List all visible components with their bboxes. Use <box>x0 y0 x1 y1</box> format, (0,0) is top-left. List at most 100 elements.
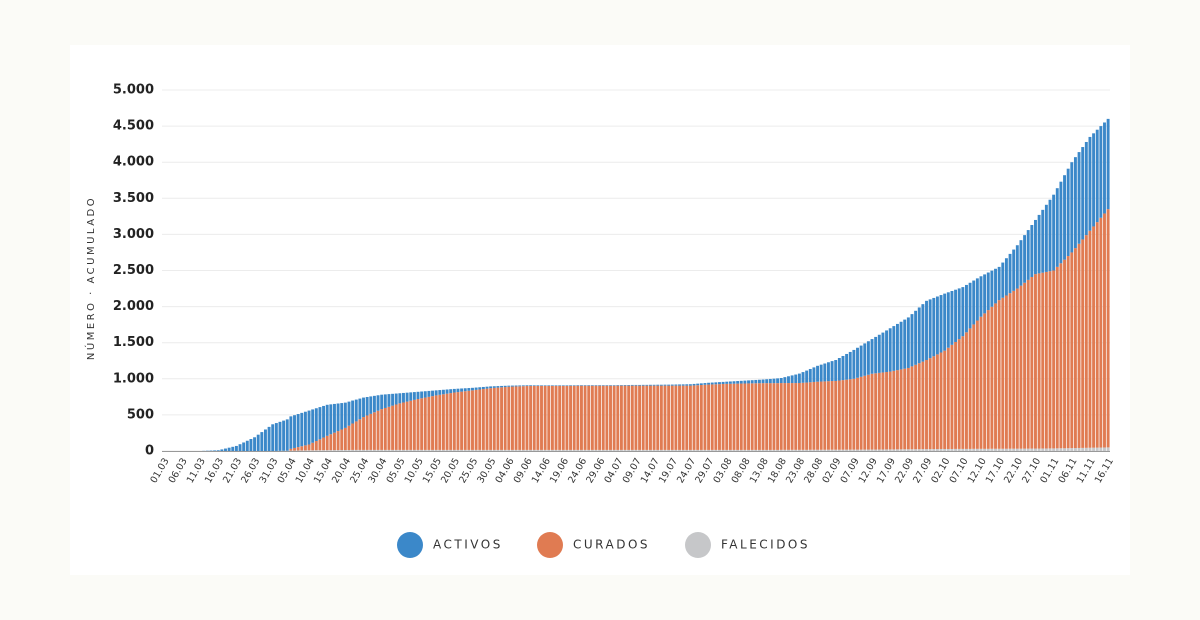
bar-segment <box>935 449 939 451</box>
y-tick-label: 1.500 <box>113 335 154 350</box>
bar-segment <box>899 321 903 370</box>
bar-segment <box>467 390 471 450</box>
bar-segment <box>772 449 776 451</box>
bar-segment <box>616 449 620 451</box>
bar-segment <box>576 385 580 450</box>
bar-segment <box>481 386 485 390</box>
bar-segment <box>870 339 874 374</box>
bar-segment <box>957 448 961 451</box>
bar-segment <box>852 449 856 451</box>
bar-segment <box>972 448 976 451</box>
bar-segment <box>383 449 387 451</box>
y-tick-label: 4.000 <box>113 155 154 170</box>
bar-segment <box>1095 129 1099 223</box>
bar-segment <box>739 449 743 451</box>
bar-segment <box>525 385 529 387</box>
bar-segment <box>794 374 798 384</box>
bar-segment <box>293 447 296 451</box>
bar-segment <box>954 341 958 449</box>
bar-segment <box>1030 225 1034 277</box>
bar-segment <box>322 437 326 451</box>
bar-segment <box>460 388 464 392</box>
bar-segment <box>754 449 758 451</box>
bar-segment <box>866 341 870 375</box>
bar-segment <box>1099 447 1103 451</box>
bar-segment <box>670 384 674 386</box>
bar-segment <box>565 385 569 450</box>
bar-segment <box>790 383 794 450</box>
bar-segment <box>743 449 747 451</box>
bar-segment <box>496 387 500 450</box>
bar-segment <box>224 448 227 451</box>
bar-segment <box>427 396 431 450</box>
bar-segment <box>1023 448 1027 451</box>
bar-segment <box>492 387 496 450</box>
bar-segment <box>398 403 402 450</box>
bar-segment <box>874 373 878 450</box>
bar-segment <box>507 449 511 451</box>
bar-segment <box>616 385 620 386</box>
bar-segment <box>325 435 329 451</box>
bar-segment <box>1095 447 1099 451</box>
bar-segment <box>213 450 217 451</box>
bar-segment <box>507 385 511 387</box>
bar-segment <box>380 409 384 450</box>
bar-segment <box>877 449 881 451</box>
bar-segment <box>899 449 903 451</box>
bar-segment <box>532 385 536 386</box>
bar-segment <box>481 449 485 451</box>
bar-segment <box>623 385 627 386</box>
bar-segment <box>303 445 307 451</box>
bar-segment <box>939 295 943 353</box>
bar-segment <box>961 336 965 449</box>
bar-segment <box>1034 448 1037 451</box>
bar-segment <box>456 388 460 393</box>
bar-segment <box>500 387 503 450</box>
bar-segment <box>572 385 576 386</box>
bar-segment <box>707 382 711 385</box>
bar-segment <box>1041 209 1045 273</box>
bar-segment <box>1106 118 1110 210</box>
bar-segment <box>848 379 852 450</box>
bar-segment <box>816 449 819 451</box>
bar-segment <box>590 385 594 450</box>
legend-swatch <box>397 532 423 558</box>
bar-segment <box>667 385 671 450</box>
bar-segment <box>943 293 947 351</box>
bar-segment <box>1037 448 1041 451</box>
bar-segment <box>696 385 700 450</box>
bar-segment <box>1026 448 1030 451</box>
bar-segment <box>264 429 267 451</box>
bar-segment <box>412 392 416 400</box>
bar-segment <box>663 384 667 386</box>
bar-segment <box>1088 447 1092 451</box>
bar-segment <box>797 449 801 451</box>
bar-segment <box>496 449 500 451</box>
bar-segment <box>787 383 790 450</box>
bar-segment <box>783 383 787 450</box>
bar-segment <box>761 383 765 450</box>
bar-segment <box>583 385 587 386</box>
bar-segment <box>489 449 493 451</box>
bar-segment <box>619 385 623 450</box>
bar-segment <box>732 381 736 384</box>
bar-segment <box>670 385 674 450</box>
bar-segment <box>1004 295 1008 449</box>
bar-segment <box>881 449 885 451</box>
bar-segment <box>699 383 703 386</box>
bar-segment <box>910 366 914 450</box>
bar-segment <box>917 363 921 450</box>
bar-segment <box>289 416 293 449</box>
bar-segment <box>554 449 558 451</box>
bar-segment <box>761 379 765 384</box>
bar-segment <box>510 386 514 450</box>
bar-segment <box>739 380 743 384</box>
bar-segment <box>576 385 580 386</box>
bar-segment <box>830 361 834 382</box>
bar-segment <box>659 449 663 451</box>
bar-segment <box>1001 297 1005 449</box>
bar-segment <box>874 336 878 374</box>
bar-segment <box>1081 447 1085 451</box>
bar-segment <box>572 449 576 451</box>
bar-segment <box>471 387 474 391</box>
